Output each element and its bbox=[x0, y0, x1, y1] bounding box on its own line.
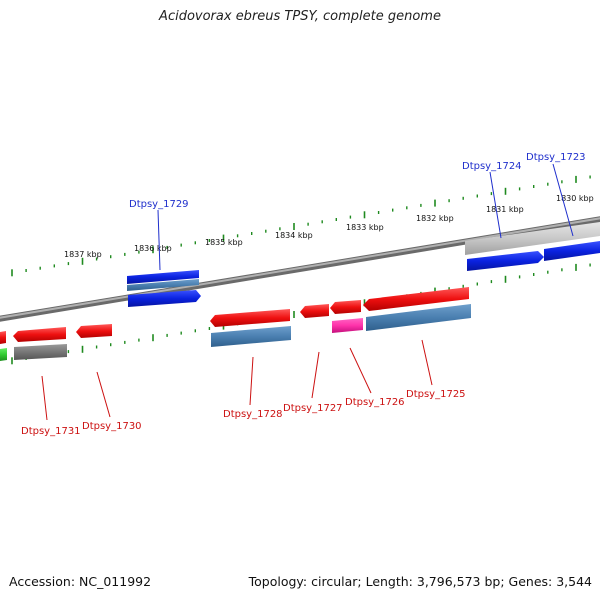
leader-line-1723 bbox=[552, 163, 574, 237]
gene-label-1729[interactable]: Dtpsy_1729 bbox=[129, 199, 189, 210]
gene-feature-1724[interactable] bbox=[465, 222, 600, 255]
gene-label-1727[interactable]: Dtpsy_1727 bbox=[283, 403, 343, 414]
leader-line-1724 bbox=[489, 171, 502, 239]
axis-tick-labels: 1837 kbp 1836 kbp 1835 kbp 1834 kbp 1833… bbox=[64, 194, 594, 259]
leader-line-1726 bbox=[349, 347, 372, 394]
leader-line-1725 bbox=[421, 339, 433, 386]
tick-label-1833: 1833 kbp bbox=[346, 223, 384, 232]
inner-tick-track bbox=[11, 263, 591, 365]
map-title: Acidovorax ebreus TPSY, complete genome bbox=[159, 9, 441, 24]
leader-line-1728 bbox=[249, 356, 254, 406]
tick-label-1832: 1832 kbp bbox=[416, 214, 454, 223]
gene-label-1724[interactable]: Dtpsy_1724 bbox=[462, 161, 522, 172]
gene-label-1730[interactable]: Dtpsy_1730 bbox=[82, 421, 142, 432]
cds-arrow-1730[interactable] bbox=[76, 324, 112, 338]
leader-line-1731 bbox=[41, 375, 48, 421]
cds-arrow-1725[interactable] bbox=[363, 287, 469, 311]
cds-arrow-1728[interactable] bbox=[210, 309, 290, 327]
forward-strand-features bbox=[127, 222, 600, 307]
tick-label-1830: 1830 kbp bbox=[556, 194, 594, 203]
leader-line-1727 bbox=[311, 351, 320, 399]
cds-arrow-1729[interactable] bbox=[128, 290, 201, 307]
genome-summary: Topology: circular; Length: 3,796,573 bp… bbox=[248, 574, 592, 589]
reverse-strand-features bbox=[0, 287, 471, 361]
outer-tick-track bbox=[11, 175, 591, 277]
tick-label-1836: 1836 kbp bbox=[134, 244, 172, 253]
gene-feature-1725[interactable] bbox=[366, 304, 471, 331]
other-feature-edge[interactable] bbox=[0, 348, 7, 361]
cds-arrow-1724[interactable] bbox=[467, 251, 544, 271]
tick-label-1835: 1835 kbp bbox=[205, 238, 243, 247]
gene-feature-1729[interactable] bbox=[127, 270, 199, 284]
cds-arrow-1723[interactable] bbox=[544, 241, 600, 261]
tick-label-1834: 1834 kbp bbox=[275, 231, 313, 240]
gene-label-1725[interactable]: Dtpsy_1725 bbox=[406, 389, 466, 400]
cds-feature-1729[interactable] bbox=[127, 279, 199, 291]
pseudogene-feature-1731[interactable] bbox=[14, 344, 67, 360]
genome-backbone bbox=[0, 216, 600, 322]
gene-feature-1728[interactable] bbox=[211, 326, 291, 347]
rna-feature-1726[interactable] bbox=[332, 318, 363, 333]
label-leader-lines bbox=[41, 163, 574, 421]
gene-label-1723[interactable]: Dtpsy_1723 bbox=[526, 152, 586, 163]
gene-label-1728[interactable]: Dtpsy_1728 bbox=[223, 409, 283, 420]
cds-arrow-1731[interactable] bbox=[13, 327, 66, 342]
leader-line-1729 bbox=[157, 209, 161, 271]
cds-arrow-1727[interactable] bbox=[300, 304, 329, 318]
tick-label-1837: 1837 kbp bbox=[64, 250, 102, 259]
gene-label-1731[interactable]: Dtpsy_1731 bbox=[21, 426, 81, 437]
tick-label-1831: 1831 kbp bbox=[486, 205, 524, 214]
cds-arrow-1726[interactable] bbox=[330, 300, 361, 314]
gene-labels: Dtpsy_1729 Dtpsy_1724 Dtpsy_1723 Dtpsy_1… bbox=[21, 152, 586, 437]
leader-line-1730 bbox=[96, 371, 111, 418]
gene-label-1726[interactable]: Dtpsy_1726 bbox=[345, 397, 405, 408]
cds-arrow-edge[interactable] bbox=[0, 331, 6, 344]
accession-label: Accession: NC_011992 bbox=[9, 574, 152, 589]
